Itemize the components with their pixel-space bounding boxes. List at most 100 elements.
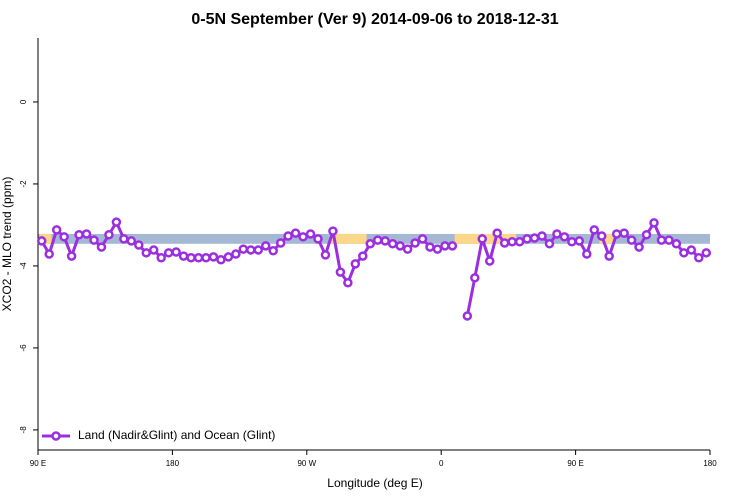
data-point — [74, 230, 84, 240]
y-tick-label: 0 — [19, 99, 28, 104]
data-point — [51, 225, 62, 235]
data-point — [634, 242, 644, 252]
data-point — [305, 229, 316, 239]
data-point — [246, 245, 256, 255]
x-tick-label: 0 — [439, 459, 444, 468]
data-point — [387, 239, 398, 249]
data-point — [641, 230, 652, 240]
data-point — [104, 230, 114, 240]
data-point — [313, 234, 323, 244]
data-point — [193, 252, 204, 263]
data-point — [611, 229, 622, 239]
data-point — [238, 244, 249, 254]
chart-title: 0-5N September (Ver 9) 2014-09-06 to 201… — [191, 11, 558, 28]
data-point — [186, 252, 196, 263]
data-point — [171, 247, 181, 257]
x-tick-label: 180 — [703, 459, 717, 468]
data-point — [395, 241, 405, 251]
data-point — [156, 252, 166, 263]
x-tick-label: 90 E — [567, 459, 583, 468]
data-point — [335, 267, 346, 277]
data-point — [417, 234, 428, 244]
data-point — [163, 248, 174, 258]
data-point — [589, 225, 600, 235]
data-point — [178, 251, 189, 261]
x-tick-label: 90 E — [30, 459, 46, 468]
data-point — [350, 259, 361, 269]
band-segment — [599, 233, 615, 244]
data-point — [514, 236, 525, 247]
legend-label: Land (Nadir&Glint) and Ocean (Glint) — [78, 428, 275, 442]
data-point — [462, 311, 473, 321]
data-point — [290, 228, 301, 238]
data-point — [679, 248, 689, 258]
data-point — [358, 251, 368, 261]
data-point — [559, 232, 570, 242]
x-tick-label: 90 W — [297, 459, 316, 468]
data-point — [544, 239, 555, 249]
data-point — [111, 217, 122, 227]
data-point — [223, 252, 234, 262]
data-point — [89, 235, 99, 245]
data-point — [626, 235, 637, 245]
data-point — [604, 251, 614, 261]
data-point — [701, 248, 712, 258]
data-point — [81, 229, 92, 239]
data-point — [410, 238, 420, 248]
data-point — [283, 231, 293, 241]
y-tick-label: -8 — [19, 426, 28, 434]
data-point — [96, 242, 107, 252]
data-point — [484, 256, 495, 266]
data-point — [141, 248, 152, 258]
x-axis-label: Longitude (deg E) — [327, 476, 422, 490]
data-point — [380, 236, 390, 246]
y-tick-label: -2 — [19, 180, 28, 188]
data-point — [36, 236, 47, 246]
data-point — [328, 226, 338, 236]
data-point — [268, 246, 278, 256]
data-point — [343, 277, 353, 288]
band-segment — [329, 233, 367, 244]
data-point — [619, 228, 629, 238]
data-point — [260, 241, 271, 251]
data-point — [529, 233, 540, 243]
data-point — [552, 229, 562, 239]
data-point — [44, 249, 54, 259]
data-point — [148, 245, 159, 255]
data-point — [320, 250, 331, 260]
data-point — [477, 234, 488, 244]
data-point — [365, 239, 376, 249]
data-point — [567, 236, 577, 247]
data-point — [447, 241, 458, 251]
data-point — [596, 231, 607, 241]
data-point — [432, 244, 443, 254]
y-axis-label: XCO2 - MLO trend (ppm) — [0, 177, 14, 312]
data-point — [582, 249, 592, 259]
data-point — [402, 244, 413, 254]
data-point — [66, 251, 77, 261]
data-point — [208, 252, 219, 262]
y-tick-label: -4 — [19, 262, 28, 270]
data-point — [656, 235, 667, 245]
data-point — [275, 238, 286, 248]
data-point — [425, 242, 435, 252]
data-point — [537, 231, 547, 241]
data-point — [134, 240, 144, 250]
data-point — [298, 232, 308, 242]
data-point — [253, 245, 264, 255]
data-point — [440, 241, 450, 251]
data-point — [126, 236, 137, 246]
y-tick-label: -6 — [19, 344, 28, 352]
data-point — [216, 255, 226, 265]
data-point — [522, 234, 532, 244]
data-point — [119, 234, 129, 244]
data-point — [686, 245, 697, 255]
legend-marker — [51, 431, 61, 441]
data-point — [499, 238, 510, 248]
data-point — [671, 239, 682, 249]
data-point — [664, 235, 674, 245]
data-point — [59, 232, 69, 242]
data-point — [574, 236, 585, 246]
